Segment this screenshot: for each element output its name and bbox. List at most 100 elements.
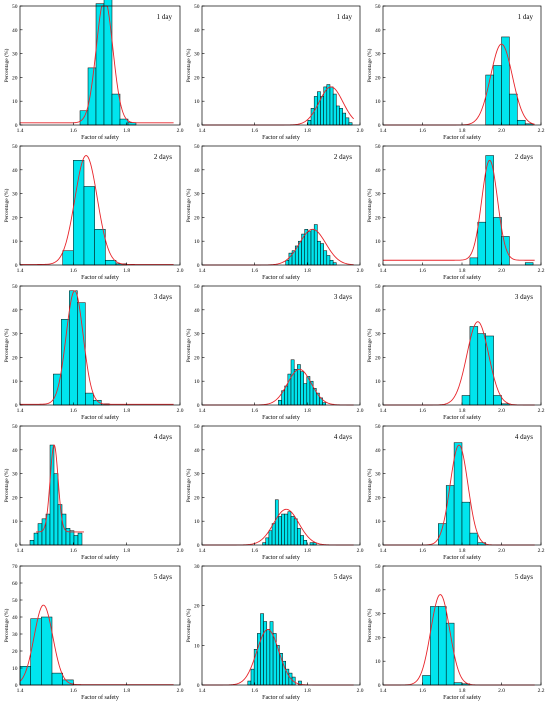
histogram-bar [326, 255, 331, 266]
histogram-bar [247, 680, 252, 686]
histogram-bar [317, 91, 321, 126]
x-axis-label: Factor of safety [81, 554, 119, 561]
x-tick-label: 2.0 [357, 128, 364, 134]
x-tick-label: 1.4 [199, 688, 206, 694]
y-tick-label: 20 [12, 355, 18, 361]
y-tick-label: 0 [197, 543, 200, 549]
histogram-bar [260, 613, 264, 686]
y-tick-label: 20 [12, 649, 18, 655]
panel-title: 3 days [154, 293, 172, 301]
y-axis-label: Percentage (%) [366, 48, 373, 82]
histogram-bar [438, 606, 447, 686]
histogram-bar [266, 629, 271, 686]
y-axis-label: Percentage (%) [3, 468, 10, 502]
y-tick-label: 30 [194, 472, 200, 478]
panel-title: 1 day [157, 13, 173, 21]
y-axis-label: Percentage (%) [185, 188, 192, 222]
x-tick-label: 1.4 [380, 268, 387, 274]
y-tick-label: 30 [12, 192, 18, 198]
y-tick-label: 20 [194, 355, 200, 361]
panel-title: 4 days [154, 433, 172, 441]
y-tick-label: 50 [194, 144, 200, 150]
x-tick-label: 1.6 [419, 408, 426, 414]
panel-title: 4 days [334, 433, 352, 441]
y-tick-label: 10 [375, 239, 381, 245]
y-tick-label: 50 [375, 144, 381, 150]
y-tick-label: 40 [12, 448, 18, 454]
histogram-panel-6: 0 10 20 30 40 50 1.4 1.6 1.8 2.0 2.2 2 days Percenta… [366, 144, 545, 281]
y-tick-label: 30 [12, 632, 18, 638]
x-tick-label: 1.8 [304, 688, 311, 694]
histogram-bar [33, 532, 39, 546]
histogram-bar [87, 67, 97, 126]
histogram-bar [453, 442, 463, 546]
x-tick-label: 1.6 [70, 408, 77, 414]
x-tick-label: 1.4 [199, 408, 206, 414]
histogram-bar [422, 675, 431, 686]
x-axis-label: Factor of safety [81, 274, 119, 281]
histogram-bar [250, 668, 255, 686]
y-tick-label: 20 [12, 215, 18, 221]
panel-title: 1 day [337, 13, 353, 21]
histogram-bar [310, 108, 315, 126]
histogram-bar [281, 513, 285, 546]
y-tick-label: 10 [194, 99, 200, 105]
y-tick-label: 20 [194, 495, 200, 501]
histogram-bar [317, 240, 321, 266]
histogram-bar [57, 504, 63, 546]
histogram-bar [485, 155, 494, 266]
x-tick-label: 1.6 [419, 268, 426, 274]
y-tick-label: 20 [375, 355, 381, 361]
y-tick-label: 30 [375, 52, 381, 58]
histogram-bar [309, 380, 314, 406]
histogram-bar [310, 229, 315, 266]
x-tick-label: 2.0 [498, 548, 505, 554]
x-tick-label: 1.4 [199, 548, 206, 554]
x-axis-label: Factor of safety [262, 274, 300, 281]
plot-frame [382, 565, 542, 686]
y-tick-label: 0 [378, 403, 381, 409]
histogram-bar [345, 117, 350, 126]
x-tick-label: 1.4 [199, 268, 206, 274]
y-tick-label: 0 [378, 263, 381, 269]
y-tick-label: 20 [12, 75, 18, 81]
histogram-bar [461, 395, 471, 406]
histogram-bar [262, 542, 266, 546]
histogram-bar [111, 93, 121, 126]
y-tick-label: 10 [375, 379, 381, 385]
y-tick-label: 50 [375, 284, 381, 290]
histogram-panel-8: 0 10 20 30 40 50 1.4 1.6 1.8 2.0 3 days Percentage … [185, 284, 364, 421]
y-axis-label: Percentage (%) [3, 608, 10, 642]
histogram-bar [300, 535, 304, 546]
histogram-bar [274, 499, 279, 546]
y-tick-label: 10 [194, 379, 200, 385]
x-tick-label: 1.8 [123, 688, 130, 694]
histogram-bar [278, 516, 282, 546]
histogram-bar [265, 537, 270, 546]
x-tick-label: 2.2 [538, 408, 545, 414]
x-tick-label: 1.6 [251, 548, 258, 554]
y-tick-label: 20 [12, 495, 18, 501]
x-tick-label: 2.0 [177, 268, 184, 274]
x-axis-label: Factor of safety [443, 414, 481, 421]
y-tick-label: 0 [197, 123, 200, 129]
y-axis-label: Percentage (%) [3, 328, 10, 362]
y-tick-label: 0 [15, 543, 18, 549]
y-tick-label: 20 [194, 215, 200, 221]
panel-title: 1 day [518, 13, 534, 21]
histogram-bar [309, 542, 314, 546]
plot-frame [201, 565, 361, 686]
histogram-panel-4: 0 10 20 30 40 50 1.4 1.6 1.8 2.0 2 days Percentage … [3, 144, 184, 281]
panel-title: 3 days [515, 293, 533, 301]
y-tick-label: 20 [375, 75, 381, 81]
histogram-bar [332, 93, 337, 126]
x-tick-label: 2.0 [357, 688, 364, 694]
x-tick-label: 1.4 [380, 408, 387, 414]
x-tick-label: 2.0 [357, 408, 364, 414]
y-tick-label: 0 [197, 683, 200, 689]
x-tick-label: 1.6 [70, 268, 77, 274]
histogram-bar [493, 65, 502, 126]
y-tick-label: 10 [12, 519, 18, 525]
x-tick-label: 1.6 [419, 688, 426, 694]
